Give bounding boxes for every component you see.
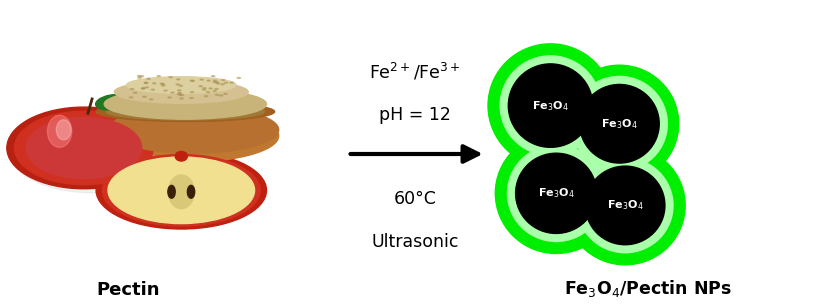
Ellipse shape [96,95,129,110]
Ellipse shape [15,111,154,185]
Ellipse shape [145,82,148,83]
Ellipse shape [168,97,172,98]
Ellipse shape [177,90,181,91]
Ellipse shape [516,153,596,233]
Ellipse shape [190,80,194,81]
Ellipse shape [141,76,144,77]
Ellipse shape [11,115,173,193]
Ellipse shape [164,90,167,91]
Ellipse shape [586,166,665,245]
Ellipse shape [109,106,279,153]
Ellipse shape [141,87,145,88]
Ellipse shape [151,89,154,90]
Ellipse shape [7,107,161,189]
Ellipse shape [180,98,183,99]
Text: Fe$_3$O$_4$/Pectin NPs: Fe$_3$O$_4$/Pectin NPs [564,278,732,299]
Ellipse shape [179,94,182,95]
Ellipse shape [56,120,71,140]
Ellipse shape [169,77,172,78]
Ellipse shape [102,155,260,226]
Ellipse shape [191,81,194,82]
Ellipse shape [96,102,275,121]
Ellipse shape [578,158,673,253]
Ellipse shape [199,86,203,87]
Ellipse shape [161,84,164,85]
Ellipse shape [565,146,685,265]
Text: Fe$_3$O$_4$: Fe$_3$O$_4$ [538,186,574,200]
Ellipse shape [213,80,217,81]
Ellipse shape [580,84,659,163]
Ellipse shape [220,95,223,96]
Text: 60°C: 60°C [394,190,436,209]
Ellipse shape [168,185,175,198]
Ellipse shape [131,88,134,89]
Ellipse shape [47,115,72,147]
Ellipse shape [127,77,236,93]
Ellipse shape [105,89,266,119]
Text: Pectin: Pectin [96,281,160,299]
Ellipse shape [212,76,215,77]
Ellipse shape [143,96,146,97]
Ellipse shape [145,87,149,88]
Ellipse shape [176,84,179,85]
Ellipse shape [187,185,194,198]
Ellipse shape [177,94,181,95]
Ellipse shape [230,82,234,83]
Ellipse shape [171,92,174,93]
Ellipse shape [507,145,605,241]
Text: Fe$^{2+}$/Fe$^{3+}$: Fe$^{2+}$/Fe$^{3+}$ [369,62,461,83]
Ellipse shape [216,82,219,83]
Ellipse shape [572,76,667,171]
Ellipse shape [160,83,163,84]
Text: Fe$_3$O$_4$: Fe$_3$O$_4$ [607,199,644,212]
Ellipse shape [224,93,227,94]
Ellipse shape [508,64,592,147]
Ellipse shape [237,78,240,79]
Ellipse shape [207,80,210,81]
Ellipse shape [92,109,279,162]
Text: Ultrasonic: Ultrasonic [371,233,458,251]
Text: Fe$_3$O$_4$: Fe$_3$O$_4$ [532,99,569,112]
Ellipse shape [221,84,224,85]
Ellipse shape [213,82,217,83]
Ellipse shape [162,85,165,86]
Ellipse shape [179,85,182,86]
Ellipse shape [147,78,150,79]
Ellipse shape [203,89,206,90]
Ellipse shape [114,81,248,103]
Ellipse shape [495,133,617,253]
Ellipse shape [133,92,136,93]
Ellipse shape [216,94,219,95]
Ellipse shape [203,88,206,89]
Ellipse shape [207,91,210,92]
Ellipse shape [137,75,141,76]
Ellipse shape [200,79,203,80]
Ellipse shape [215,88,218,89]
Ellipse shape [106,103,265,120]
Ellipse shape [488,44,613,167]
Ellipse shape [217,83,220,84]
Ellipse shape [209,88,212,89]
Ellipse shape [175,152,187,161]
Ellipse shape [178,92,181,93]
Text: pH = 12: pH = 12 [379,106,451,124]
Ellipse shape [168,175,194,209]
Ellipse shape [157,76,160,77]
Ellipse shape [108,157,255,224]
Ellipse shape [204,96,208,97]
Text: Fe$_3$O$_4$: Fe$_3$O$_4$ [601,117,638,131]
Ellipse shape [560,65,679,182]
Ellipse shape [176,79,180,80]
Ellipse shape [500,56,600,155]
Ellipse shape [130,97,132,98]
Ellipse shape [26,117,141,179]
Ellipse shape [96,152,266,229]
Ellipse shape [141,88,145,89]
Ellipse shape [153,83,156,84]
Ellipse shape [138,77,141,78]
Ellipse shape [190,92,194,93]
Ellipse shape [190,98,193,99]
Ellipse shape [225,82,228,83]
Ellipse shape [150,99,153,100]
